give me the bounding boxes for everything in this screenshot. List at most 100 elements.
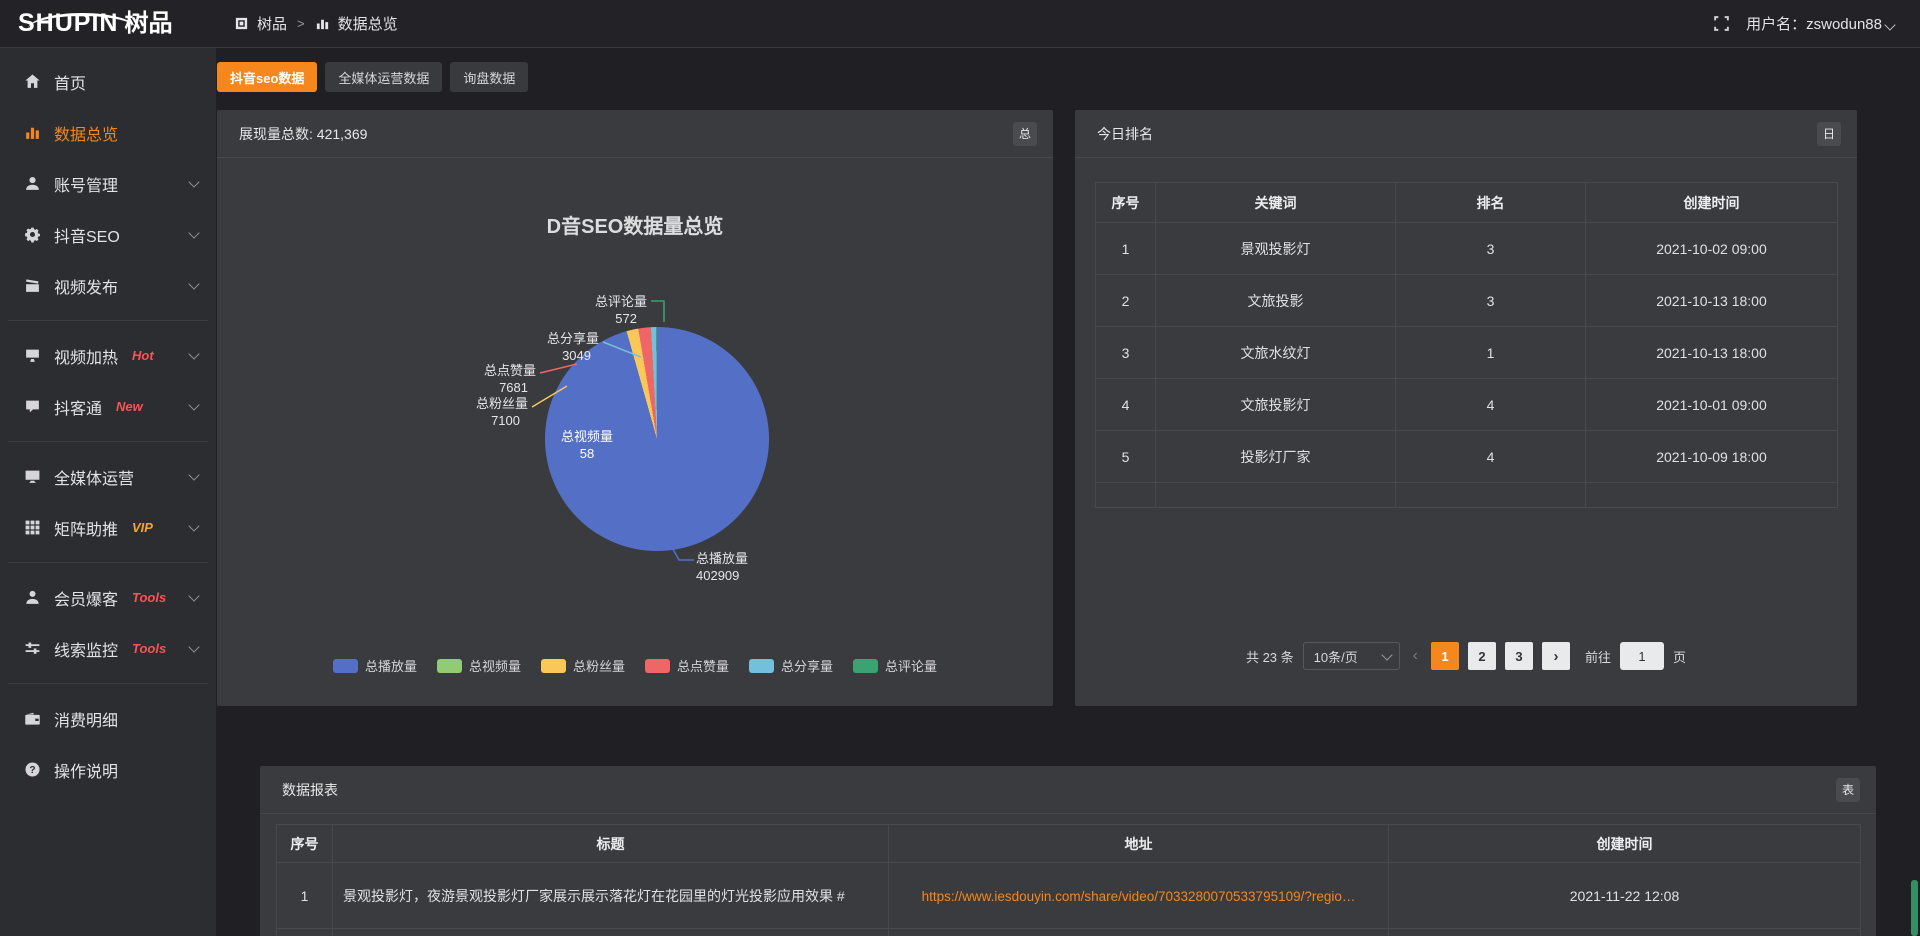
page-button-1[interactable]: 1 — [1430, 642, 1459, 670]
report-panel-header: 数据报表 表 — [260, 766, 1876, 814]
sliders-icon — [24, 640, 41, 657]
prev-page-button[interactable]: ‹ — [1412, 647, 1418, 664]
ranking-title: 今日排名 — [1097, 125, 1153, 142]
legend-item-videos[interactable]: 总视频量 — [436, 656, 521, 675]
chart-panel: 展现量总数: 421,369 总 D音SEO数据量总览 总评论量 572 总分享… — [217, 110, 1053, 706]
member-icon — [24, 589, 41, 606]
sidebar-item-douyin-seo[interactable]: 抖音SEO — [0, 209, 216, 260]
cell-no: 3 — [1095, 326, 1156, 379]
scrollbar-thumb[interactable] — [1911, 880, 1918, 936]
clapperboard-icon — [24, 277, 41, 294]
page-button-2[interactable]: 2 — [1467, 642, 1496, 670]
table-row: 5 投影灯厂家 4 2021-10-09 18:00 — [1095, 430, 1838, 483]
sidebar-item-label: 视频发布 — [54, 279, 119, 297]
pie-label-videos: 总视频量 58 — [537, 428, 637, 462]
chevron-down-icon — [188, 589, 200, 602]
app-square-icon — [234, 16, 249, 31]
table-toggle-button[interactable]: 表 — [1836, 777, 1860, 802]
question-icon: ? — [24, 761, 41, 778]
sidebar-item-data-overview[interactable]: 数据总览 — [0, 107, 216, 158]
page-button-3[interactable]: 3 — [1504, 642, 1533, 670]
legend-item-plays[interactable]: 总播放量 — [332, 656, 417, 675]
legend-label: 总分享量 — [781, 659, 834, 674]
total-toggle-button[interactable]: 总 — [1013, 121, 1037, 146]
grid-icon — [24, 519, 41, 536]
sidebar-item-member-burst[interactable]: 会员爆客 Tools — [0, 572, 216, 623]
sidebar-item-instructions[interactable]: ? 操作说明 — [0, 744, 216, 795]
next-page-button[interactable]: › — [1541, 642, 1570, 670]
tab-douyin-seo-data[interactable]: 抖音seo数据 — [217, 62, 318, 92]
sidebar-item-label: 矩阵助推 — [54, 521, 119, 539]
user-label: 用户名：zswodun88 — [1746, 16, 1882, 33]
breadcrumb-current: 数据总览 — [337, 16, 398, 33]
table-row-partial — [276, 928, 1861, 936]
pie-label-value: 402909 — [696, 568, 740, 583]
breadcrumb: 树品 > 数据总览 — [234, 13, 398, 34]
tab-omnimedia-data[interactable]: 全媒体运营数据 — [325, 62, 443, 92]
legend-swatch — [853, 658, 879, 673]
sidebar-item-label: 视频加热 — [54, 349, 119, 367]
col-created: 创建时间 — [1388, 824, 1861, 863]
ranking-panel-header: 今日排名 日 — [1075, 110, 1857, 158]
chevron-down-icon — [188, 398, 200, 411]
pie-label-value: 3049 — [562, 348, 591, 363]
sidebar-item-label: 抖音SEO — [54, 228, 120, 246]
legend-swatch — [645, 658, 670, 673]
logo-arc — [28, 13, 136, 29]
pie-label-value: 7100 — [491, 413, 520, 428]
pie[interactable] — [545, 327, 769, 551]
sidebar-item-account[interactable]: 账号管理 — [0, 158, 216, 209]
sidebar-item-video-heat[interactable]: 视频加热 Hot — [0, 330, 216, 381]
tab-inquiry-data[interactable]: 询盘数据 — [450, 62, 529, 92]
chevron-down-icon — [188, 519, 200, 532]
sidebar-item-video-publish[interactable]: 视频发布 — [0, 260, 216, 311]
cell-created: 2021-10-01 09:00 — [1585, 378, 1838, 431]
table-row: 1 景观投影灯 3 2021-10-02 09:00 — [1095, 222, 1838, 275]
scrollbar — [1911, 48, 1918, 936]
chart-legend: 总播放量 总视频量 总粉丝量 总点赞量 总分享量 总评论量 — [217, 656, 1053, 675]
cell-rank: 3 — [1395, 274, 1586, 327]
cell-created: 2021-11-22 12:08 — [1388, 862, 1861, 929]
table-row: 2 文旅投影 3 2021-10-13 18:00 — [1095, 274, 1838, 327]
topbar-right: 用户名：zswodun88 — [1713, 13, 1920, 34]
tools-badge: Tools — [132, 641, 167, 656]
user-menu[interactable]: 用户名：zswodun88 — [1746, 13, 1896, 34]
monitor-icon — [24, 468, 41, 485]
pie-label-likes: 总点赞量 7681 — [436, 362, 536, 396]
sidebar-item-label: 抖客通 — [54, 400, 103, 418]
cell-created: 2021-10-13 18:00 — [1585, 326, 1838, 379]
sidebar-item-doukotong[interactable]: 抖客通 New — [0, 381, 216, 432]
legend-swatch — [436, 658, 462, 673]
sidebar-item-lead-monitor[interactable]: 线索监控 Tools — [0, 623, 216, 674]
page-size-select[interactable]: 10条/页 — [1302, 642, 1400, 670]
fullscreen-icon[interactable] — [1713, 15, 1730, 32]
goto-suffix: 页 — [1673, 649, 1687, 665]
goto-label: 前往 — [1584, 649, 1611, 665]
legend-item-fans[interactable]: 总粉丝量 — [540, 656, 625, 675]
cell-keyword: 景观投影灯 — [1155, 222, 1396, 275]
vip-badge: VIP — [132, 520, 153, 535]
cell-rank: 4 — [1395, 378, 1586, 431]
pie-label-shares: 总分享量 3049 — [499, 330, 599, 364]
sidebar-item-home[interactable]: 首页 — [0, 56, 216, 107]
legend-item-shares[interactable]: 总分享量 — [749, 656, 833, 675]
sidebar-item-omnimedia[interactable]: 全媒体运营 — [0, 451, 216, 502]
sidebar-item-consumption[interactable]: 消费明细 — [0, 693, 216, 744]
pie-label-name: 总视频量 — [560, 429, 613, 444]
legend-item-comments[interactable]: 总评论量 — [853, 656, 937, 675]
cell-keyword: 文旅投影 — [1155, 274, 1396, 327]
sidebar-item-label: 会员爆客 — [54, 591, 119, 609]
cell-no: 5 — [1095, 430, 1156, 483]
pie-label-name: 总播放量 — [696, 551, 749, 566]
legend-item-likes[interactable]: 总点赞量 — [645, 656, 729, 675]
sidebar-divider — [8, 562, 208, 563]
sidebar-item-matrix-boost[interactable]: 矩阵助推 VIP — [0, 502, 216, 553]
breadcrumb-root[interactable]: 树品 — [257, 16, 288, 33]
day-toggle-button[interactable]: 日 — [1817, 121, 1841, 146]
goto-page-input[interactable] — [1620, 642, 1664, 670]
pie-label-name: 总点赞量 — [483, 363, 536, 378]
screen-icon — [24, 347, 41, 364]
video-link[interactable]: https://www.iesdouyin.com/share/video/70… — [921, 888, 1356, 904]
sidebar: 首页 数据总览 账号管理 抖音SEO 视频发布 视频加热 Hot — [0, 48, 216, 936]
